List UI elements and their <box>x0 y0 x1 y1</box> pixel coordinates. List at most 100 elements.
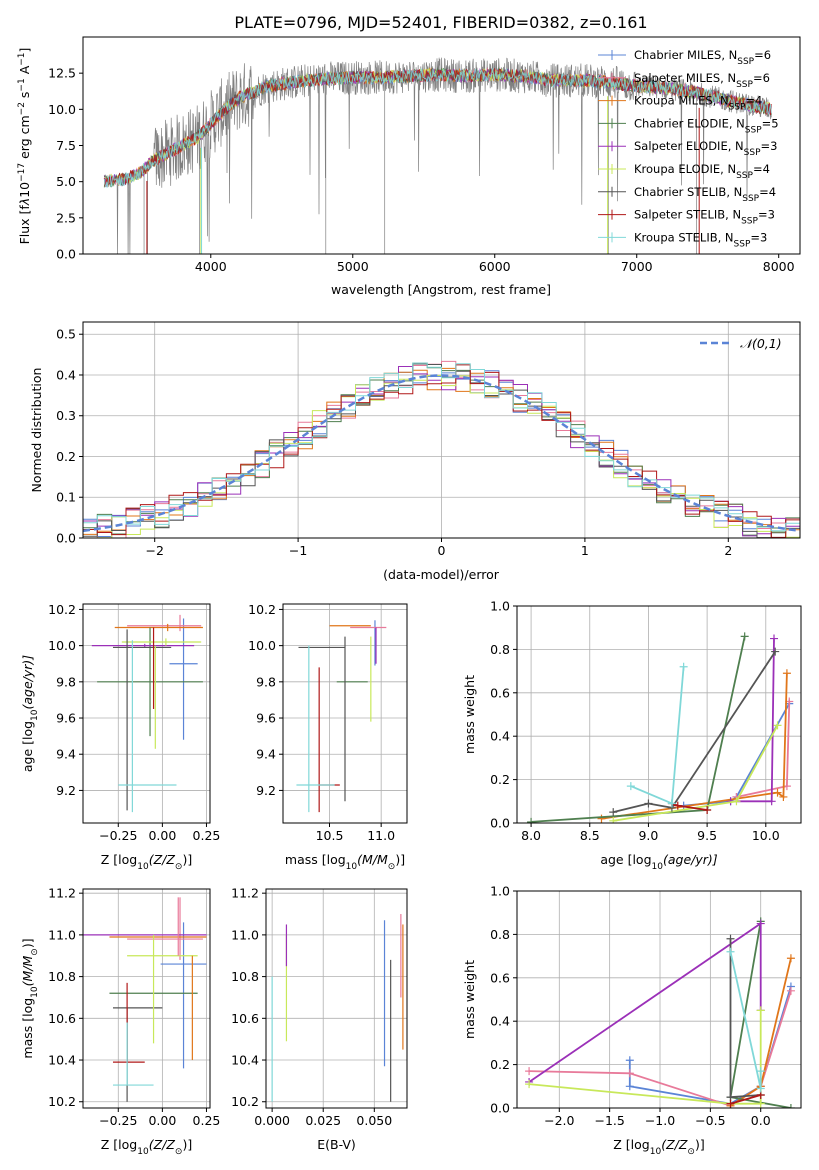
axes-frame <box>516 605 802 824</box>
point-marker <box>782 669 791 678</box>
plot-area <box>91 614 203 813</box>
x-tick-label: 9.5 <box>697 828 717 843</box>
point-marker <box>786 1104 795 1108</box>
point-marker <box>673 801 682 810</box>
x-tick-label: −0.25 <box>99 1113 137 1128</box>
y-tick-label: 9.4 <box>56 747 76 762</box>
mass-weight-line <box>730 1094 761 1105</box>
x-tick-label: 2 <box>724 543 732 558</box>
point-marker <box>732 797 741 806</box>
y-tick-label: 7.5 <box>56 138 76 153</box>
point-marker <box>703 805 712 814</box>
x-tick-label: 8.0 <box>521 828 541 843</box>
y-tick-label: 9.8 <box>56 674 76 689</box>
x-tick-label: 0.025 <box>305 1113 341 1128</box>
panel-age_vs_Z: −0.25 0.00 0.25 9.2 9.4 9.6 9.8 10.0 10.2 Z [log1… <box>20 602 220 872</box>
y-tick-label: 9.2 <box>56 783 76 798</box>
x-axis-label: (data-model)/error <box>383 567 500 582</box>
point-marker <box>726 1099 735 1108</box>
y-tick-label: 5.0 <box>56 174 76 189</box>
y-tick-label: 1.0 <box>490 599 510 614</box>
y-tick-label: 10.0 <box>248 638 276 653</box>
y-tick-label: 9.6 <box>256 711 276 726</box>
y-tick-label: 0.4 <box>490 1014 510 1029</box>
panel-mass_vs_ebv: 0.000 0.025 0.050 10.2 10.4 10.6 10.8 11.0 11.2 E… <box>231 886 408 1152</box>
axes-frame <box>82 888 211 1109</box>
y-tick-label: 10.8 <box>48 969 76 984</box>
figure-title: PLATE=0796, MJD=52401, FIBERID=0382, z=0… <box>234 13 647 32</box>
y-tick-label: 1.0 <box>490 884 510 899</box>
y-tick-label: 9.2 <box>256 783 276 798</box>
y-tick-label: 0.1 <box>56 490 76 505</box>
point-marker <box>786 954 795 963</box>
legend-entry: Chabrier ELODIE, NSSP=5 <box>634 116 779 135</box>
y-tick-label: 10.8 <box>231 969 259 984</box>
mass-weight-line <box>612 651 776 813</box>
histogram-step <box>83 364 800 538</box>
y-tick-label: 10.2 <box>248 602 276 617</box>
point-marker <box>625 1056 634 1065</box>
point-marker <box>609 808 618 817</box>
gaussian-reference-line <box>83 374 800 533</box>
plot-area <box>103 57 772 254</box>
x-tick-label: 11.0 <box>367 828 395 843</box>
y-tick-label: 0.2 <box>490 772 510 787</box>
point-marker <box>756 1006 765 1015</box>
plot-area <box>527 632 794 823</box>
x-axis-label: Z [log10(Z/Z⊙)] <box>613 1137 704 1157</box>
point-marker <box>525 1080 534 1089</box>
x-tick-label: 4000 <box>195 259 227 274</box>
y-tick-label: 0.4 <box>490 729 510 744</box>
point-marker <box>786 986 795 995</box>
axes-frame <box>82 321 801 539</box>
plot-area <box>525 917 795 1108</box>
y-tick-label: 0.4 <box>56 367 76 382</box>
x-tick-label: 8000 <box>763 259 795 274</box>
point-marker <box>726 947 735 956</box>
x-tick-label: 0.00 <box>148 1113 176 1128</box>
plot-area <box>83 360 800 538</box>
y-tick-label: 0.0 <box>56 247 76 262</box>
point-marker <box>740 632 749 641</box>
x-axis-label: Z [log10(Z/Z⊙)] <box>101 1137 192 1157</box>
y-tick-label: 9.8 <box>256 674 276 689</box>
y-tick-label: 0.0 <box>56 531 76 546</box>
x-tick-label: −2.0 <box>544 1113 574 1128</box>
y-tick-label: 10.2 <box>231 1094 259 1109</box>
x-tick-label: 0.25 <box>193 828 221 843</box>
point-marker <box>625 1069 634 1078</box>
legend-entry: 𝒩(0,1) <box>740 336 782 351</box>
axes-frame <box>516 890 802 1109</box>
legend-entry: Salpeter ELODIE, NSSP=3 <box>634 139 777 158</box>
legend-entry: Chabrier MILES, NSSP=6 <box>634 48 771 67</box>
x-tick-label: −0.25 <box>99 828 137 843</box>
point-marker <box>779 792 788 801</box>
x-tick-label: −1 <box>289 543 307 558</box>
x-tick-label: −0.5 <box>695 1113 725 1128</box>
x-axis-label: mass [log10(M/M⊙)] <box>285 852 405 872</box>
y-tick-label: 10.0 <box>48 638 76 653</box>
point-marker <box>609 816 618 823</box>
model-spectrum-line <box>103 67 772 189</box>
legend-entry: Salpeter STELIB, NSSP=3 <box>634 208 775 227</box>
mass-weight-line <box>531 636 746 823</box>
point-marker <box>756 919 765 928</box>
y-tick-label: 9.6 <box>56 711 76 726</box>
x-axis-label: Z [log10(Z/Z⊙)] <box>101 852 192 872</box>
point-marker <box>771 647 780 656</box>
plot-area <box>83 897 207 1102</box>
x-tick-label: 0.050 <box>356 1113 392 1128</box>
panel-mass_vs_Z: −0.25 0.00 0.25 10.2 10.4 10.6 10.8 11.0 11.2 Z [… <box>20 886 220 1157</box>
y-tick-label: 0.2 <box>56 449 76 464</box>
x-tick-label: 8.5 <box>580 828 600 843</box>
y-tick-label: 11.2 <box>48 886 76 901</box>
y-axis-label: mass [log10(M/M⊙)] <box>20 938 40 1058</box>
x-tick-label: 10.5 <box>316 828 344 843</box>
x-tick-label: 0 <box>438 543 446 558</box>
mass-weight-line <box>528 921 762 1083</box>
point-marker <box>773 788 782 797</box>
x-tick-label: 0.000 <box>254 1113 290 1128</box>
y-tick-label: 2.5 <box>56 210 76 225</box>
x-axis-label: age [log10(age/yr)] <box>600 852 717 872</box>
y-tick-label: 0.3 <box>56 408 76 423</box>
